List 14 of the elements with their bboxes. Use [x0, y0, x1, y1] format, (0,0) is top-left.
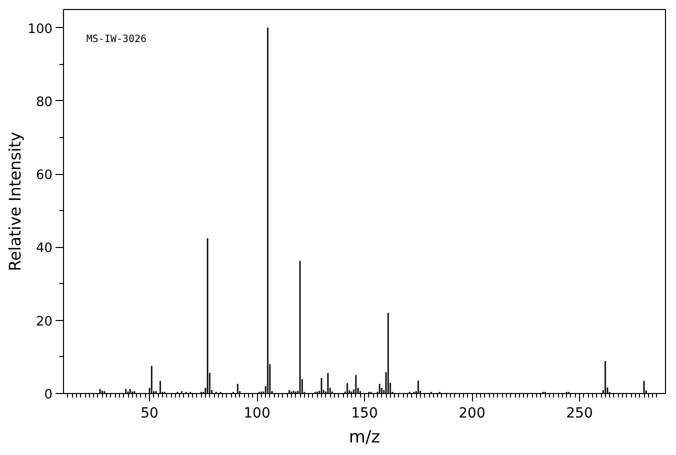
x-tick-label: 200 [458, 406, 486, 422]
x-tick-label: 250 [566, 406, 593, 422]
y-axis-title: Relative Intensity [6, 132, 25, 272]
y-tick-label: 100 [28, 22, 53, 37]
y-tick-label: 20 [36, 314, 53, 330]
x-tick-label: 50 [140, 406, 158, 422]
x-tick-label: 100 [244, 406, 270, 422]
y-tick-label: 80 [36, 94, 53, 110]
annotation: MS-IW-3026 [86, 34, 147, 45]
y-tick-label: 40 [36, 241, 53, 256]
y-tick-label: 60 [36, 168, 53, 184]
x-axis-title: m/z [348, 428, 380, 448]
x-tick-label: 150 [351, 406, 378, 422]
y-tick-label: 0 [44, 388, 53, 402]
